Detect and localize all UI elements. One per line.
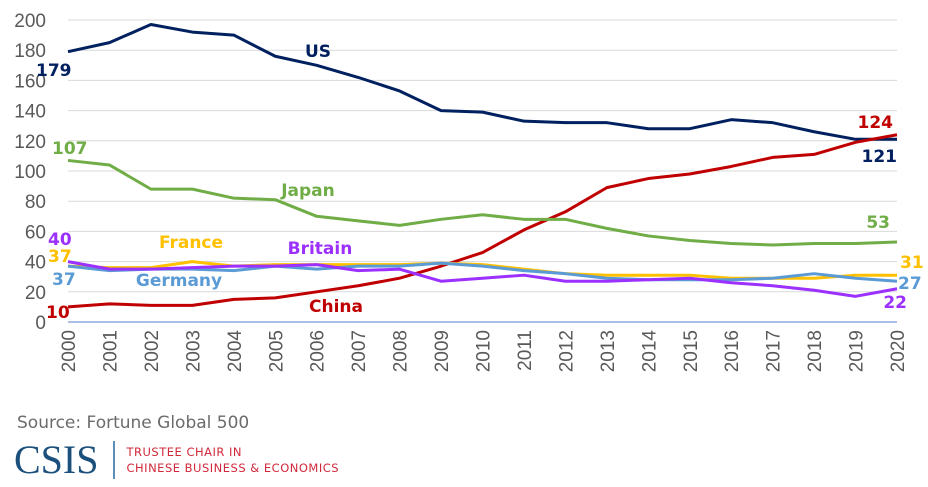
series-line-china — [67, 133, 898, 309]
series-label-germany: Germany — [136, 271, 222, 291]
y-tick-label: 200 — [14, 11, 46, 32]
start-value-label-france: 37 — [48, 247, 72, 267]
x-tick-label: 2018 — [805, 330, 826, 372]
x-tick-label: 2010 — [474, 330, 495, 372]
y-tick-label: 0 — [35, 313, 46, 334]
x-tick-label: 2004 — [225, 330, 246, 373]
x-tick-label: 2020 — [888, 330, 909, 372]
logo-subtitle-line2: CHINESE BUSINESS & ECONOMICS — [126, 461, 340, 475]
series-label-us: US — [305, 42, 331, 62]
start-value-label-japan: 107 — [52, 139, 88, 159]
series-line-britain — [67, 260, 898, 298]
x-tick-label: 2006 — [308, 330, 329, 372]
y-tick-label: 60 — [25, 222, 46, 243]
x-tick-label: 2019 — [847, 330, 868, 372]
x-tick-label: 2001 — [100, 330, 121, 372]
source-note: Source: Fortune Global 500 — [17, 413, 250, 433]
y-tick-label: 80 — [25, 192, 46, 213]
end-value-label-china: 124 — [858, 113, 894, 133]
x-tick-label: 2017 — [764, 330, 785, 372]
x-tick-label: 2000 — [59, 330, 80, 372]
series-label-japan: Japan — [280, 181, 335, 201]
x-tick-label: 2016 — [722, 330, 743, 372]
end-value-label-us: 121 — [862, 147, 898, 167]
csis-logo: CSIS TRUSTEE CHAIR IN CHINESE BUSINESS &… — [14, 440, 339, 480]
y-tick-label: 160 — [14, 71, 46, 92]
start-value-label-us: 179 — [36, 61, 72, 81]
x-tick-label: 2009 — [432, 330, 453, 372]
series-label-britain: Britain — [288, 239, 353, 259]
series-line-us — [67, 23, 897, 141]
x-tick-label: 2014 — [639, 330, 660, 373]
y-tick-label: 40 — [25, 253, 46, 274]
x-tick-label: 2002 — [142, 330, 163, 372]
series-label-france: France — [159, 233, 223, 253]
logo-subtitle-line1: TRUSTEE CHAIR IN — [126, 445, 243, 459]
x-tick-label: 2007 — [349, 330, 370, 372]
y-tick-label: 140 — [14, 102, 46, 123]
end-value-label-japan: 53 — [866, 213, 890, 233]
x-tick-label: 2008 — [391, 330, 412, 372]
x-tick-label: 2012 — [556, 330, 577, 372]
x-tick-label: 2005 — [266, 330, 287, 372]
series-line-germany — [67, 261, 898, 283]
start-value-label-britain: 40 — [48, 230, 72, 250]
logo-wordmark: CSIS — [14, 437, 99, 482]
series-line-japan — [67, 158, 898, 247]
start-value-label-china: 10 — [46, 303, 70, 323]
end-value-label-france: 31 — [900, 253, 924, 273]
x-tick-label: 2015 — [681, 330, 702, 372]
y-tick-label: 120 — [14, 132, 46, 153]
start-value-label-germany: 37 — [52, 270, 76, 290]
x-tick-label: 2013 — [598, 330, 619, 372]
x-tick-label: 2011 — [515, 330, 536, 371]
y-tick-label: 20 — [25, 283, 46, 304]
logo-subtitle: TRUSTEE CHAIR IN CHINESE BUSINESS & ECON… — [127, 444, 340, 476]
x-tick-label: 2003 — [183, 330, 204, 372]
y-tick-label: 180 — [14, 41, 46, 62]
series-label-china: China — [309, 297, 363, 317]
end-value-label-germany: 27 — [898, 274, 922, 294]
logo-divider — [112, 441, 115, 479]
y-tick-label: 100 — [14, 162, 46, 183]
end-value-label-britain: 22 — [883, 293, 907, 313]
